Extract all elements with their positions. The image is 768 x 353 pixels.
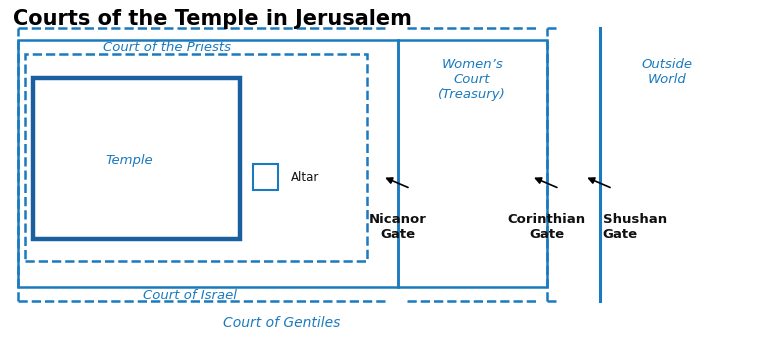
Text: Temple: Temple bbox=[106, 155, 154, 167]
Text: Courts of the Temple in Jerusalem: Courts of the Temple in Jerusalem bbox=[13, 9, 412, 29]
Text: Court of Gentiles: Court of Gentiles bbox=[223, 316, 340, 330]
Text: Altar: Altar bbox=[291, 171, 319, 184]
Text: Shushan
Gate: Shushan Gate bbox=[603, 213, 667, 241]
Bar bbox=[253, 164, 278, 190]
Text: Nicanor
Gate: Nicanor Gate bbox=[369, 213, 426, 241]
Text: Women’s
Court
(Treasury): Women’s Court (Treasury) bbox=[439, 58, 506, 101]
Text: Court of Israel: Court of Israel bbox=[144, 289, 237, 302]
Text: Court of the Priests: Court of the Priests bbox=[104, 41, 231, 54]
Text: Corinthian
Gate: Corinthian Gate bbox=[508, 213, 586, 241]
Text: Outside
World: Outside World bbox=[641, 58, 692, 85]
